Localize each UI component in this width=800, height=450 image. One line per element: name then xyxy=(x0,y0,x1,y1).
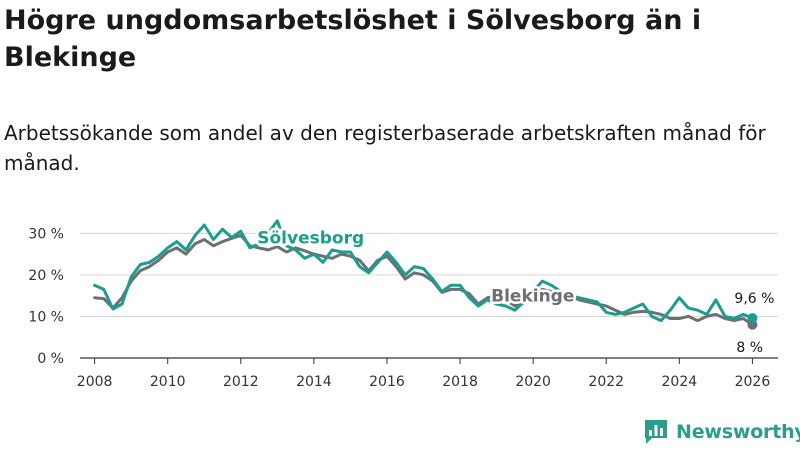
y-tick-label: 20 % xyxy=(28,268,64,284)
x-tick-label: 2026 xyxy=(735,374,771,390)
series-line-solvesborg xyxy=(93,219,754,323)
series-endpoint-solvesborg xyxy=(747,313,758,324)
end-label-blekinge: 8 % xyxy=(736,340,763,356)
newsworthy-logo: Newsworthy xyxy=(644,419,800,445)
x-tick-label: 2022 xyxy=(588,374,624,390)
y-tick-label: 30 % xyxy=(28,226,64,242)
x-tick-label: 2020 xyxy=(515,374,551,390)
x-tick-label: 2014 xyxy=(296,374,332,390)
x-tick-label: 2008 xyxy=(77,374,113,390)
newsworthy-wordmark: Newsworthy xyxy=(676,421,800,443)
y-tick-label: 0 % xyxy=(37,351,64,367)
y-tick-label: 10 % xyxy=(28,309,64,325)
end-label-solvesborg: 9,6 % xyxy=(734,291,774,307)
x-tick-label: 2010 xyxy=(150,374,186,390)
series-line-blekinge xyxy=(93,233,754,327)
page-subtitle: Arbetssökande som andel av den registerb… xyxy=(4,121,766,175)
x-tick-label: 2016 xyxy=(369,374,405,390)
x-tick-label: 2018 xyxy=(442,374,478,390)
x-tick-label: 2024 xyxy=(662,374,698,390)
x-tick-label: 2012 xyxy=(223,374,259,390)
series-label-solvesborg: Sölvesborg xyxy=(257,229,364,249)
series-label-blekinge: Blekinge xyxy=(491,286,574,306)
page-title: Högre ungdomsarbetslöshet i Sölvesborg ä… xyxy=(4,5,702,73)
newsworthy-icon xyxy=(645,420,667,444)
